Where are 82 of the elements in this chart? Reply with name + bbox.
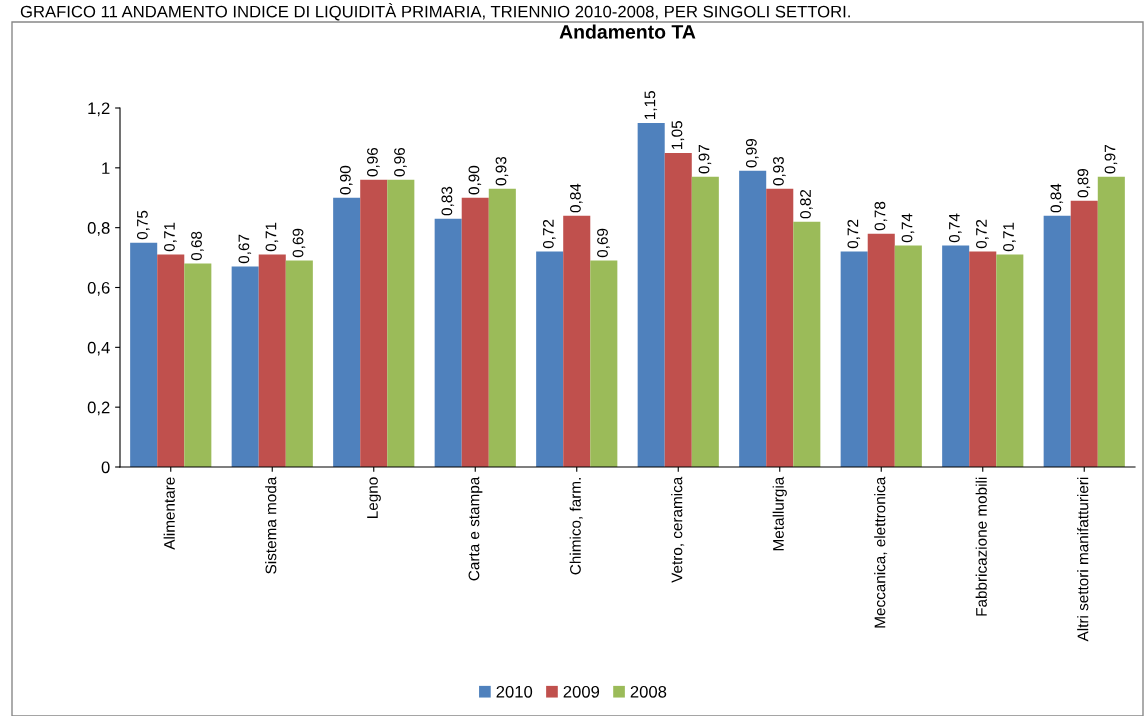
bar: [1070, 200, 1098, 467]
y-tick-label: 1: [102, 162, 110, 174]
x-tick-label: Meccanica, elettronica: [874, 476, 888, 628]
data-label: 0,75: [136, 210, 150, 240]
y-tick-label: 0: [101, 461, 110, 474]
legend-label: 2008: [630, 685, 667, 698]
data-label: 0,93: [495, 156, 509, 186]
data-label: 0,84: [1050, 183, 1064, 213]
x-tick-label: Metallurgia: [772, 476, 787, 551]
bar: [894, 245, 922, 467]
bar: [942, 245, 970, 467]
bar: [157, 254, 185, 467]
data-label: 0,83: [441, 186, 455, 216]
bar: [184, 263, 212, 467]
bar: [231, 266, 259, 467]
data-label: 0,84: [570, 183, 583, 213]
bar: [637, 122, 665, 467]
bar: [461, 197, 489, 467]
data-label: 1,05: [671, 121, 685, 149]
bar: [333, 197, 361, 467]
bar: [387, 179, 415, 467]
data-label: 0,72: [976, 219, 989, 249]
bar: [793, 221, 821, 467]
bar: [1097, 176, 1125, 467]
x-tick-label: Legno: [367, 477, 381, 518]
x-tick-label: Chimico, farm.: [569, 478, 583, 575]
y-tick-label: 0,8: [87, 222, 110, 236]
bar: [488, 188, 516, 467]
legend-label: 2009: [563, 685, 600, 698]
bar: [285, 260, 313, 467]
y-tick-label: 0,6: [87, 281, 110, 296]
bar: [563, 215, 591, 467]
bar: [969, 251, 997, 467]
bar: [766, 188, 794, 467]
bar: [590, 260, 618, 467]
data-label: 1,15: [644, 91, 658, 120]
bar: [536, 251, 564, 467]
bar: [739, 170, 767, 467]
bar: [840, 251, 868, 467]
data-label: 0,71: [1003, 222, 1016, 252]
data-label: 0,74: [948, 213, 962, 243]
data-label: 0,69: [292, 228, 306, 258]
x-tick-label: Carta e stampa: [468, 476, 483, 581]
data-label: 0,68: [191, 231, 204, 261]
data-label: 0,89: [1077, 168, 1091, 198]
data-label: 0,71: [164, 222, 177, 252]
bar: [434, 218, 462, 467]
x-tick-label: Vetro, ceramica: [671, 476, 685, 583]
chart-title: Andamento TA: [559, 24, 696, 39]
data-label: 0,78: [874, 201, 888, 231]
legend-label: 2010: [496, 685, 533, 698]
data-label: 0,90: [339, 165, 353, 195]
x-tick-label: Alimentare: [163, 477, 175, 550]
x-tick-label: Fabbricazione mobili: [975, 477, 987, 616]
bar: [1043, 215, 1071, 467]
bar: [664, 152, 692, 467]
data-label: 0,99: [745, 139, 759, 168]
bar: [691, 176, 719, 467]
data-label: 0,74: [901, 213, 915, 243]
data-label: 0,69: [597, 228, 610, 258]
x-tick-label: Altri settori manifatturieri: [1077, 477, 1089, 642]
data-label: 0,93: [773, 156, 786, 186]
bar: [130, 242, 158, 467]
data-label: 0,97: [1104, 145, 1118, 174]
data-label: 0,72: [847, 219, 861, 249]
bar: [996, 254, 1024, 467]
bar: [258, 254, 286, 467]
data-label: 0,96: [394, 147, 407, 177]
y-tick-label: 1,2: [88, 102, 110, 117]
data-label: 0,67: [238, 234, 252, 264]
y-tick-label: 0,2: [87, 401, 110, 416]
data-label: 0,72: [542, 219, 556, 249]
data-label: 0,71: [265, 222, 279, 252]
bar: [360, 179, 388, 467]
y-tick-label: 0,4: [87, 341, 110, 356]
data-label: 0,96: [367, 147, 380, 177]
text: GRAFICO 11 ANDAMENTO INDICE DI LIQUIDITÀ PRIMARIA, TRIENNIO 2010-2008, PER SINGOLI SETTORI.: [20, 2, 850, 21]
data-label: 0,97: [698, 145, 712, 174]
data-label: 0,90: [468, 165, 482, 195]
bar: [867, 233, 895, 467]
x-tick-label: Sistema moda: [265, 476, 277, 574]
data-label: 0,82: [800, 189, 813, 219]
